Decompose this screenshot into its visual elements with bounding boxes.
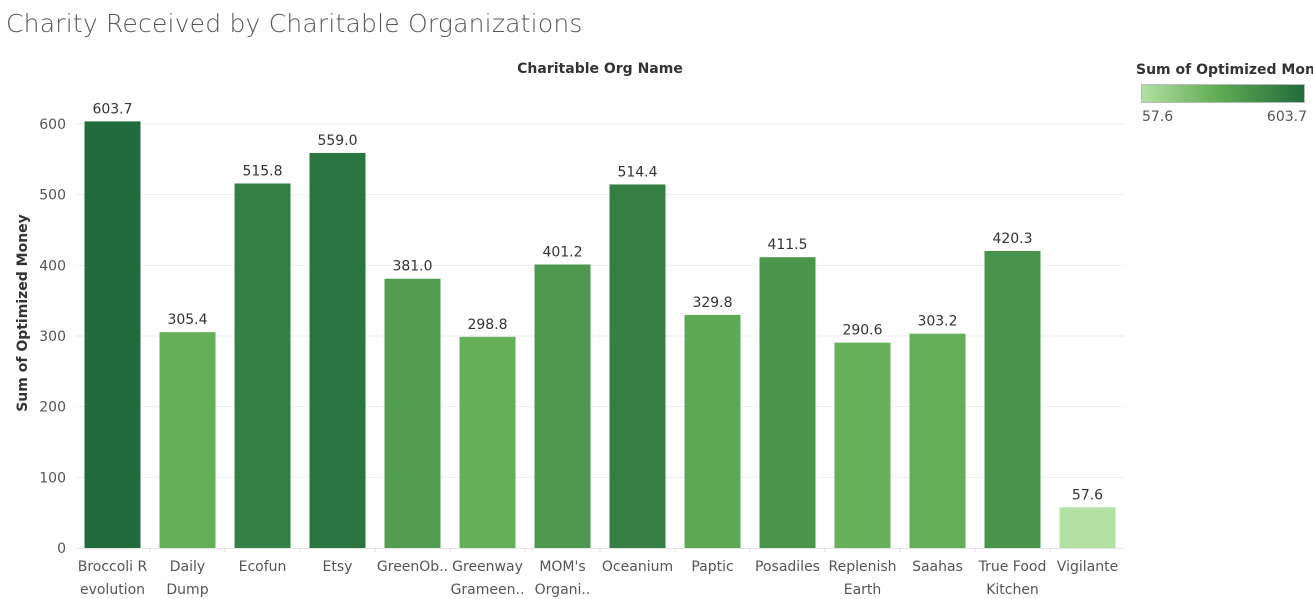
x-tick-label: Replenish [828, 559, 896, 575]
x-tick-label: True Food [978, 559, 1047, 575]
bar[interactable] [84, 121, 141, 549]
x-tick-label: Etsy [323, 559, 353, 575]
x-tick-label: Ecofun [239, 559, 287, 575]
data-label: 381.0 [392, 259, 432, 275]
bar[interactable] [834, 342, 891, 548]
x-tick-label: Posadiles [755, 559, 820, 575]
y-tick-label: 100 [39, 470, 66, 486]
data-label: 411.5 [767, 237, 807, 253]
bar[interactable] [459, 336, 516, 548]
x-axis: Broccoli R evolution Daily Dump Ecofun Etsy Gr… [78, 548, 1118, 598]
data-label: 57.6 [1072, 487, 1103, 503]
bar[interactable] [534, 264, 591, 548]
bars [84, 121, 1116, 549]
x-tick-label: Greenway [452, 559, 523, 575]
data-label: 290.6 [842, 323, 882, 339]
bar[interactable] [309, 152, 366, 548]
data-label: 514.4 [617, 164, 657, 180]
x-tick-label: Broccoli R [78, 559, 148, 575]
data-label: 298.8 [467, 317, 507, 333]
x-tick-label: Oceanium [602, 559, 673, 575]
x-tick-label: Saahas [912, 559, 963, 575]
bar[interactable] [759, 257, 816, 548]
bar[interactable] [609, 184, 666, 549]
legend-min-label: 57.6 [1142, 109, 1174, 125]
x-tick-label: Grameen.. [451, 582, 525, 598]
x-axis-title: Charitable Org Name [517, 61, 683, 77]
bar[interactable] [234, 183, 291, 549]
legend-max-label: 603.7 [1266, 109, 1307, 125]
data-label: 559.0 [317, 133, 357, 149]
y-tick-label: 300 [39, 329, 66, 345]
data-label: 303.2 [917, 314, 957, 330]
data-label: 329.8 [692, 295, 732, 311]
y-tick-label: 600 [39, 117, 66, 133]
x-tick-label: Daily [170, 559, 205, 575]
data-label: 515.8 [242, 163, 282, 179]
x-tick-label: Kitchen [986, 582, 1039, 598]
x-tick-label: MOM's [539, 559, 585, 575]
legend-title: Sum of Optimized Money [1136, 62, 1313, 78]
bar[interactable] [684, 314, 741, 548]
data-labels: 603.7 305.4 515.8 559.0 381.0 298.8 401.2 514.4… [92, 101, 1103, 503]
x-tick-label: GreenOb.. [377, 559, 448, 575]
gridlines [75, 123, 1125, 549]
data-label: 420.3 [992, 231, 1032, 247]
y-tick-label: 500 [39, 188, 66, 204]
legend-color-ramp [1141, 84, 1305, 103]
x-tick-label: Vigilante [1057, 559, 1118, 575]
x-tick-label: Earth [844, 582, 882, 598]
bar[interactable] [384, 278, 441, 548]
y-tick-label: 0 [57, 541, 66, 557]
legend-range: 57.6 603.7 [1142, 109, 1307, 129]
y-tick-label: 400 [39, 258, 66, 274]
bar[interactable] [909, 333, 966, 548]
x-tick-label: Dump [166, 582, 208, 598]
x-tick-label: Organi.. [535, 582, 591, 598]
y-tick-label: 200 [39, 400, 66, 416]
chart-title: Charity Received by Charitable Organizat… [6, 9, 583, 38]
data-label: 401.2 [542, 244, 582, 260]
y-axis: 0 100 200 300 400 500 600 [39, 117, 66, 557]
data-label: 305.4 [167, 312, 207, 328]
y-axis-title: Sum of Optimized Money [15, 214, 31, 412]
bar[interactable] [1059, 507, 1116, 548]
x-tick-label: Paptic [691, 559, 733, 575]
color-legend: Sum of Optimized Money 57.6 603.7 [1136, 62, 1313, 129]
bar[interactable] [984, 250, 1041, 548]
bar[interactable] [159, 332, 216, 548]
data-label: 603.7 [92, 101, 132, 117]
x-tick-label: evolution [80, 582, 145, 598]
